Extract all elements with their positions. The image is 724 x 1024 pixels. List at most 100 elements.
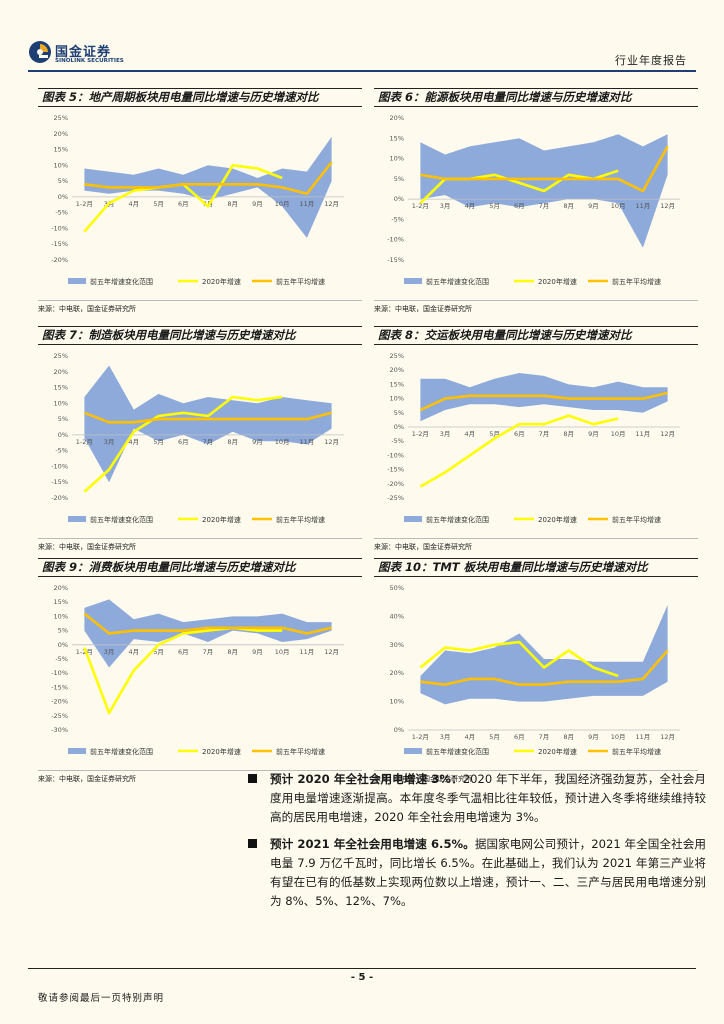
x-tick-label: 12月 [660,733,675,741]
y-tick-label: 20% [390,669,404,677]
bullet-item: 预计 2020 年全社会用电增速 3%：2020 年下半年，我国经济强劲复苏，全… [248,770,706,827]
x-tick-label: 3月 [440,733,451,741]
y-tick-label: 10% [54,399,68,407]
brand-name-en: SINOLINK SECURITIES [55,58,124,64]
x-tick-label: 6月 [178,438,189,446]
legend-swatch-band [68,748,86,754]
y-tick-label: 10% [390,698,404,706]
legend-label-current: 2020年增速 [202,747,241,756]
footer-divider [28,968,696,969]
figure-chart: -30% -25% -20% -15% -10% -5% 0% 5% 10% 15% 20% 1-2月… [38,580,362,770]
x-tick-label: 8月 [227,438,238,446]
y-tick-label: -10% [387,451,404,459]
chart-svg: -20%-15%-10%-5%0%5%10%15%20%25%1-2月 3月 4月 5… [51,352,344,524]
y-tick-label: 10% [390,395,404,403]
figure-source: 来源：中电联，国金证券研究所 [38,775,136,783]
x-tick-label: 12月 [324,438,339,446]
figure-panel-6: 图表 6：能源板块用电量同比增速与历史增速对比 -15% -10% -5% 0% 5% 1… [374,88,698,320]
forecast-bullets: 预计 2020 年全社会用电增速 3%：2020 年下半年，我国经济强劲复苏，全… [248,770,706,919]
x-tick-label: 4月 [128,648,139,656]
figure-panel-5: 图表 5：地产周期板块用电量同比增速与历史增速对比 -20% -15% -10% -5… [38,88,362,320]
five-year-average-line [83,411,332,424]
figure-source: 来源：中电联，国金证券研究所 [374,305,472,313]
x-tick-label: 9月 [252,648,263,656]
x-tick-label: 9月 [588,202,599,210]
x-tick-label: 6月 [514,430,525,438]
y-tick-label: 20% [54,130,68,138]
figure-title: 图表 10：TMT 板块用电量同比增速与历史增速对比 [374,558,698,577]
x-tick-label: 8月 [227,648,238,656]
x-tick-label: 12月 [324,200,339,208]
y-tick-label: 15% [54,146,68,154]
y-tick-label: -10% [51,669,68,677]
x-tick-label: 10月 [275,438,290,446]
source-divider [38,300,362,301]
x-tick-label: 11月 [300,200,315,208]
bullet-square-icon [248,774,257,783]
range-band [84,365,332,483]
x-tick-label: 4月 [464,202,475,210]
y-tick-label: -15% [51,683,68,691]
x-tick-label: 6月 [514,733,525,741]
brand-logo-mark-icon [29,41,51,63]
x-tick-label: 3月 [104,648,115,656]
y-tick-label: -15% [387,256,404,264]
bullet-item: 预计 2021 年全社会用电增速 6.5%。据国家电网公司预计，2021 年全国… [248,835,706,911]
y-tick-label: -5% [391,437,404,445]
x-tick-label: 6月 [514,202,525,210]
y-tick-label: 5% [58,627,68,635]
legend-label-band: 前五年增速变化范围 [426,747,489,756]
figure-source: 来源：中电联，国金证券研究所 [38,543,136,551]
legend-label-band: 前五年增速变化范围 [426,515,489,524]
x-tick-label: 11月 [636,430,651,438]
source-divider [374,770,698,771]
y-tick-label: -5% [55,447,68,455]
legend-label-band: 前五年增速变化范围 [90,277,153,286]
legend-label-current: 2020年增速 [202,277,241,286]
y-tick-label: 30% [390,641,404,649]
y-tick-label: -10% [387,236,404,244]
source-divider [374,300,698,301]
y-tick-label: 25% [54,352,68,360]
legend-label-avg: 前五年平均增速 [612,515,661,524]
x-tick-label: 12月 [660,202,675,210]
x-tick-label: 4月 [128,438,139,446]
x-tick-label: 7月 [203,438,214,446]
y-tick-label: 0% [394,195,404,203]
x-tick-label: 8月 [563,202,574,210]
chart-svg: -15% -10% -5% 0% 5% 10% 15% 20% 1-2月 3月 4月 5月 6月 7月 8月… [387,114,680,286]
x-tick-label: 10月 [275,648,290,656]
legend-label-band: 前五年增速变化范围 [426,277,489,286]
bullet-lead: 预计 2021 年全社会用电增速 6.5%。 [270,837,475,851]
brand-logo: 国金证券 SINOLINK SECURITIES [28,40,132,70]
x-tick-label: 5月 [153,438,164,446]
range-band [84,599,332,668]
x-tick-label: 5月 [489,430,500,438]
x-tick-label: 10月 [611,733,626,741]
five-year-average-line [419,391,668,412]
x-tick-label: 1-2月 [412,202,429,210]
chart-svg: -20%-15%-10%-5%0%5%10%15%20%25%1-2月 3月 4月 5… [51,114,344,286]
five-year-average-line [83,612,332,635]
figure-source: 来源：中电联，国金证券研究所 [374,775,472,783]
figure-chart: -15% -10% -5% 0% 5% 10% 15% 20% 1-2月 3月 4月 5月 6月 7月 8月… [374,110,698,300]
x-tick-label: 9月 [588,430,599,438]
bullet-lead: 预计 2020 年全社会用电增速 3%： [270,772,463,786]
y-tick-label: 0% [58,193,68,201]
source-divider [374,538,698,539]
report-type-label: 行业年度报告 [615,54,687,67]
legend-swatch-band [404,748,422,754]
figure-chart: -20% -15% -10% -5% 0% 5% 10% 15% 20% 25% 1-2月 3月 4月 5… [38,110,362,300]
legend-swatch-band [68,278,86,284]
disclaimer-note: 敬请参阅最后一页特别声明 [38,993,165,1004]
legend-label-avg: 前五年平均增速 [276,515,325,524]
figure-title: 图表 5：地产周期板块用电量同比增速与历史增速对比 [38,88,362,107]
y-tick-label: 10% [54,161,68,169]
y-tick-label: -5% [55,209,68,217]
range-band [420,373,668,422]
legend-swatch-band [404,278,422,284]
legend-label-avg: 前五年平均增速 [612,747,661,756]
x-tick-label: 5月 [153,200,164,208]
source-divider [38,770,362,771]
x-tick-label: 7月 [539,430,550,438]
